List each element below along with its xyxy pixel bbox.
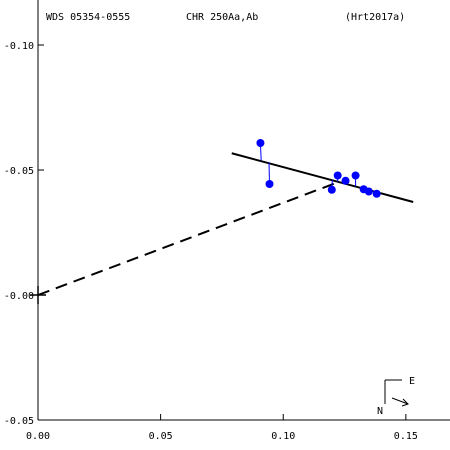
data-series — [30, 139, 414, 304]
data-point — [341, 176, 350, 185]
line-of-nodes — [37, 181, 338, 296]
compass-east-label: E — [409, 376, 415, 387]
header-wds-id: WDS 05354-0555 — [46, 12, 130, 23]
x-tick-label: 0.10 — [271, 431, 295, 442]
data-point — [372, 189, 381, 198]
header-reference: (Hrt2017a) — [345, 12, 405, 23]
orbit-arc — [231, 152, 414, 203]
data-point — [327, 185, 336, 194]
data-point — [364, 187, 373, 196]
compass-north-label: N — [377, 406, 383, 417]
x-tick-label: 0.00 — [26, 431, 50, 442]
compass-motion-arrow — [391, 397, 409, 405]
y-tick-label: -0.00 — [4, 291, 34, 302]
data-point — [351, 171, 360, 180]
chart-header: WDS 05354-0555 CHR 250Aa,Ab (Hrt2017a) — [46, 12, 405, 23]
data-point — [265, 180, 274, 188]
y-tick-label: -0.05 — [4, 416, 34, 427]
x-tick-label: 0.05 — [149, 431, 173, 442]
y-tick-label: -0.05 — [4, 166, 34, 177]
y-tick-label: -0.10 — [4, 41, 34, 52]
compass-motion-arrowhead — [401, 398, 409, 407]
compass: E N — [377, 376, 415, 417]
x-ticks: 0.00 0.05 0.10 0.15 — [26, 414, 418, 442]
axes — [37, 0, 450, 421]
header-discoverer: CHR 250Aa,Ab — [186, 12, 258, 23]
data-point — [333, 171, 342, 180]
data-point — [256, 139, 265, 147]
x-tick-label: 0.15 — [394, 431, 418, 442]
